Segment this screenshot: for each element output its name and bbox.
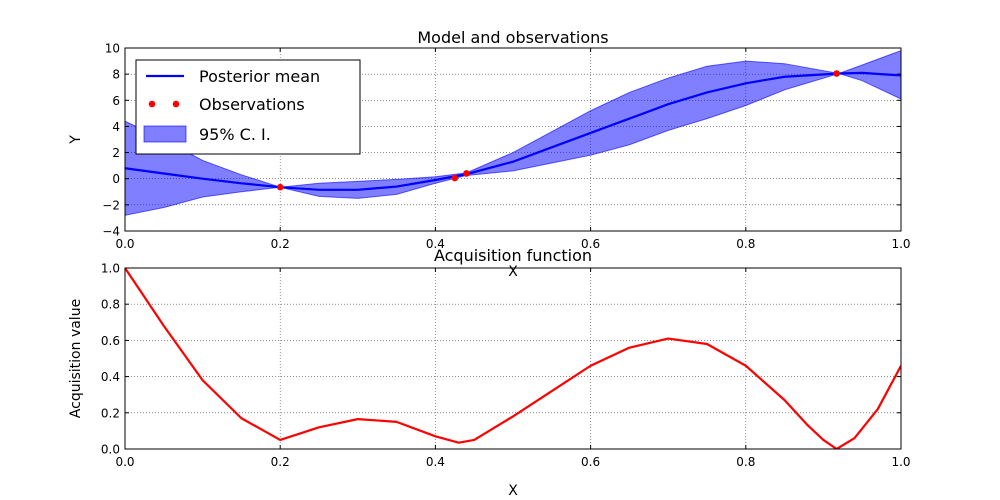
x-tick-label: 0.8 xyxy=(736,237,755,251)
acquisition-panel: 0.0 0.2 0.4 0.6 0.8 1.0 0.0 0.2 0.4 0.6 0.8 1.0 Acqu… xyxy=(68,246,911,499)
observation-point xyxy=(463,170,470,177)
axes-frame xyxy=(124,267,902,450)
x-tick-label: 0.8 xyxy=(736,455,755,469)
legend-entry-label: Observations xyxy=(199,95,305,114)
y-tick-label: −4 xyxy=(102,225,120,239)
x-tick-label: 0.6 xyxy=(581,237,600,251)
x-axis-label: X xyxy=(508,264,518,280)
x-tick-label: 0.2 xyxy=(271,455,290,469)
observation-point xyxy=(276,183,284,191)
x-tick-label: 1.0 xyxy=(891,455,910,469)
plot-area xyxy=(125,268,901,449)
plot-area xyxy=(125,50,901,216)
x-tick-label: 0.6 xyxy=(581,455,600,469)
chart-title: Acquisition function xyxy=(434,246,592,265)
y-tick-label: 0.8 xyxy=(101,298,120,312)
x-tick-label: 0.0 xyxy=(115,455,134,469)
legend-marker-handle xyxy=(172,100,180,108)
x-tick-label: 1.0 xyxy=(891,237,910,251)
x-tick-label: 0.4 xyxy=(426,455,445,469)
y-tick-label: 0.2 xyxy=(101,406,120,420)
x-tick-label: 0.0 xyxy=(115,237,134,251)
legend-marker-handle xyxy=(148,100,156,108)
y-tick-label: 10 xyxy=(105,42,120,56)
y-tick-label: 1.0 xyxy=(101,262,120,276)
chart-title: Model and observations xyxy=(417,28,608,47)
y-axis-label: Y xyxy=(68,135,84,145)
posterior-mean-line xyxy=(125,71,901,191)
y-tick-label: 0.4 xyxy=(101,370,120,384)
y-tick-label: 0.0 xyxy=(101,443,120,457)
x-tick-label: 0.4 xyxy=(426,237,445,251)
y-tick-label: 4 xyxy=(112,120,120,134)
observation-point xyxy=(451,174,459,182)
y-axis-label: Acquisition value xyxy=(68,299,84,418)
y-tick-label: 0 xyxy=(112,172,120,186)
observation-point xyxy=(833,70,840,77)
x-tick-label: 0.2 xyxy=(271,237,290,251)
x-axis-label: X xyxy=(508,483,518,499)
axes-frame xyxy=(124,47,902,232)
y-tick-label: 8 xyxy=(112,68,120,82)
legend-patch-handle xyxy=(143,125,187,143)
legend-entry-label: Posterior mean xyxy=(199,67,320,86)
legend: Posterior mean Observations 95% C. I. xyxy=(135,59,361,155)
model-panel: 0.0 0.2 0.4 0.6 0.8 1.0 −4 −2 0 2 4 6 8 10 Model and o… xyxy=(68,28,911,280)
y-tick-label: 0.6 xyxy=(101,334,120,348)
acquisition-line xyxy=(125,268,901,449)
y-tick-label: 6 xyxy=(112,94,120,108)
y-tick-label: 2 xyxy=(112,146,120,160)
legend-entry-label: 95% C. I. xyxy=(199,125,271,144)
y-tick-label: −2 xyxy=(102,198,120,212)
